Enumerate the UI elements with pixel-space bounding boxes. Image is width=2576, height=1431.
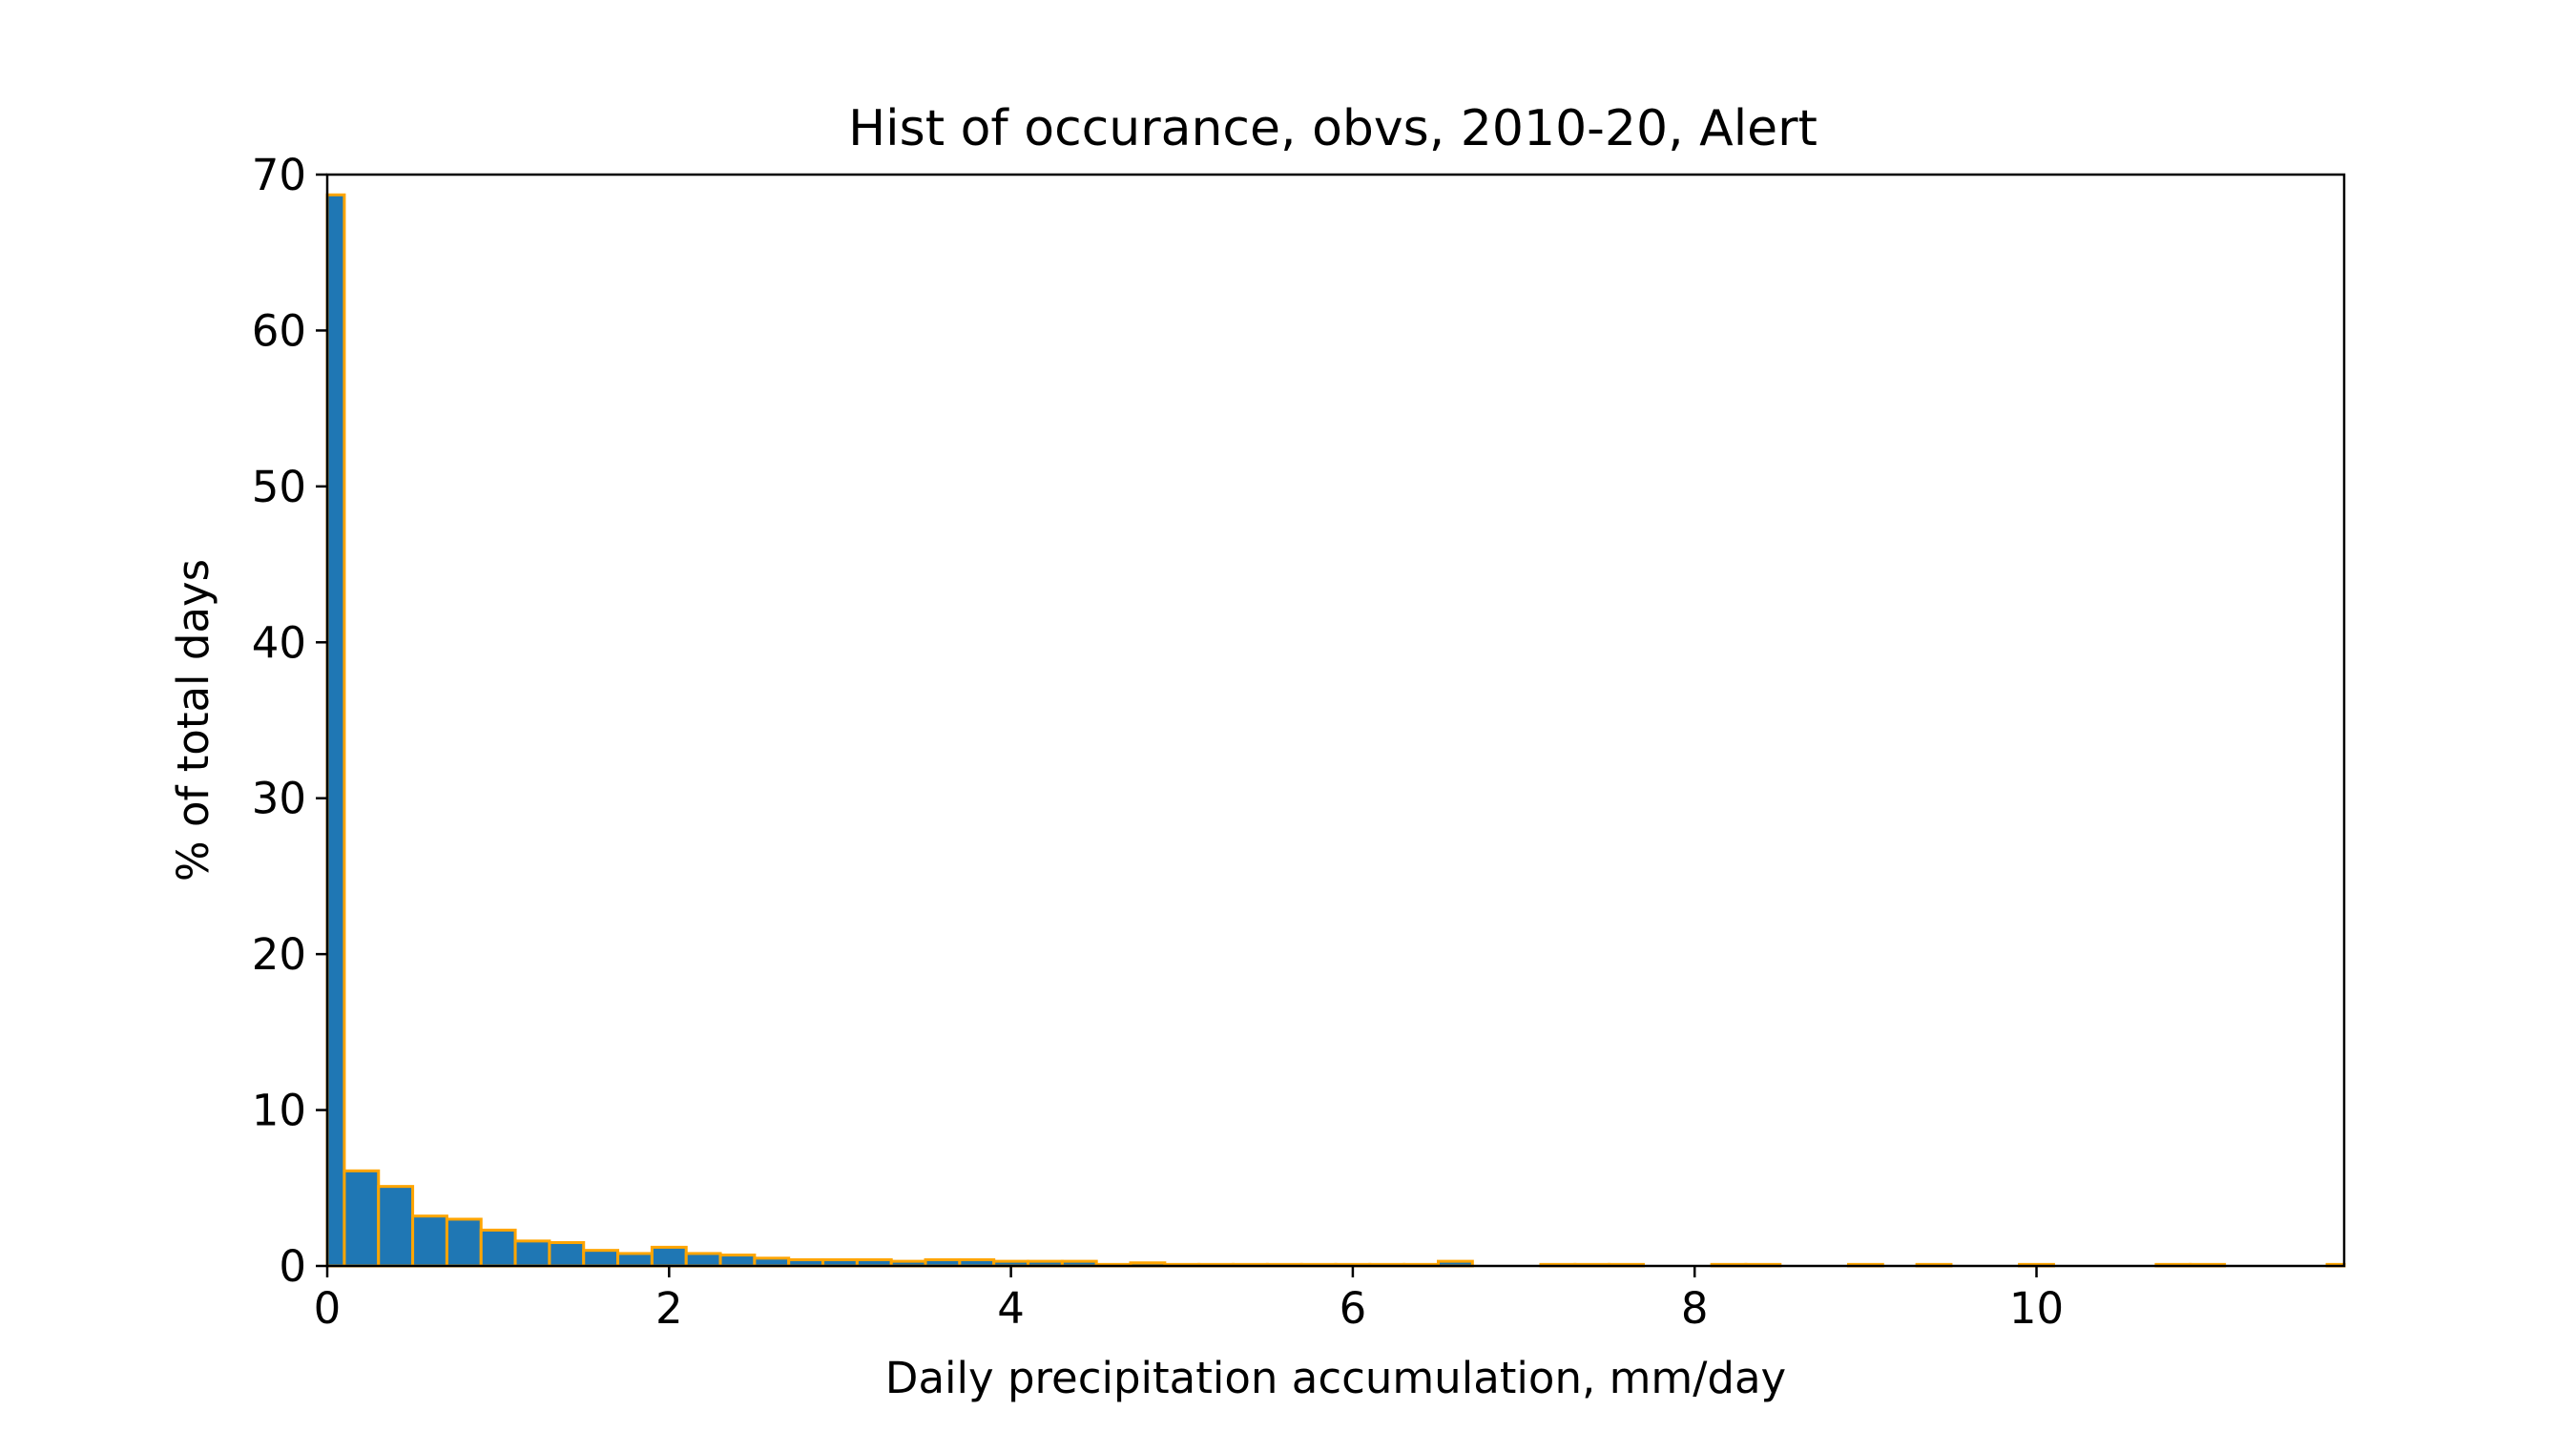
- histogram-bar: [684, 1252, 722, 1268]
- y-tick-label: 0: [279, 1241, 306, 1292]
- x-tick-label: 8: [1681, 1283, 1709, 1334]
- histogram-bar: [616, 1252, 654, 1268]
- x-tick-label: 6: [1340, 1283, 1367, 1334]
- y-tick-label: 30: [252, 774, 306, 824]
- histogram-bar: [582, 1249, 620, 1268]
- x-axis-ticks: 0 2 4 6 8 10: [314, 1266, 2064, 1334]
- chart-title: Hist of occurance, obvs, 2010-20, Alert: [848, 100, 1818, 157]
- y-tick-label: 50: [252, 462, 306, 512]
- y-axis-label: % of total days: [168, 559, 218, 881]
- histogram-bar: [445, 1217, 483, 1268]
- y-axis-ticks: 0 10 20 30 40 50 60 70: [252, 150, 327, 1292]
- histogram-bar: [325, 193, 346, 1268]
- histogram-bar: [548, 1240, 586, 1268]
- bars-group: [325, 193, 2346, 1268]
- y-tick-label: 60: [252, 305, 306, 356]
- x-tick-label: 0: [314, 1283, 342, 1334]
- y-tick-label: 70: [252, 150, 306, 200]
- histogram-bar: [718, 1254, 757, 1268]
- histogram-bar: [343, 1169, 381, 1268]
- x-tick-label: 4: [997, 1283, 1025, 1334]
- histogram-bar: [650, 1245, 688, 1268]
- x-axis-label: Daily precipitation accumulation, mm/day: [885, 1353, 1786, 1403]
- histogram-bar: [377, 1185, 415, 1268]
- histogram-bar: [411, 1214, 448, 1268]
- x-tick-label: 10: [2009, 1283, 2064, 1334]
- x-tick-label: 2: [655, 1283, 683, 1334]
- y-tick-label: 40: [252, 617, 306, 668]
- y-tick-label: 20: [252, 929, 306, 980]
- y-tick-label: 10: [252, 1086, 306, 1136]
- histogram-bar: [479, 1228, 517, 1268]
- plot-frame: [325, 173, 2346, 1268]
- histogram-bar: [513, 1239, 551, 1268]
